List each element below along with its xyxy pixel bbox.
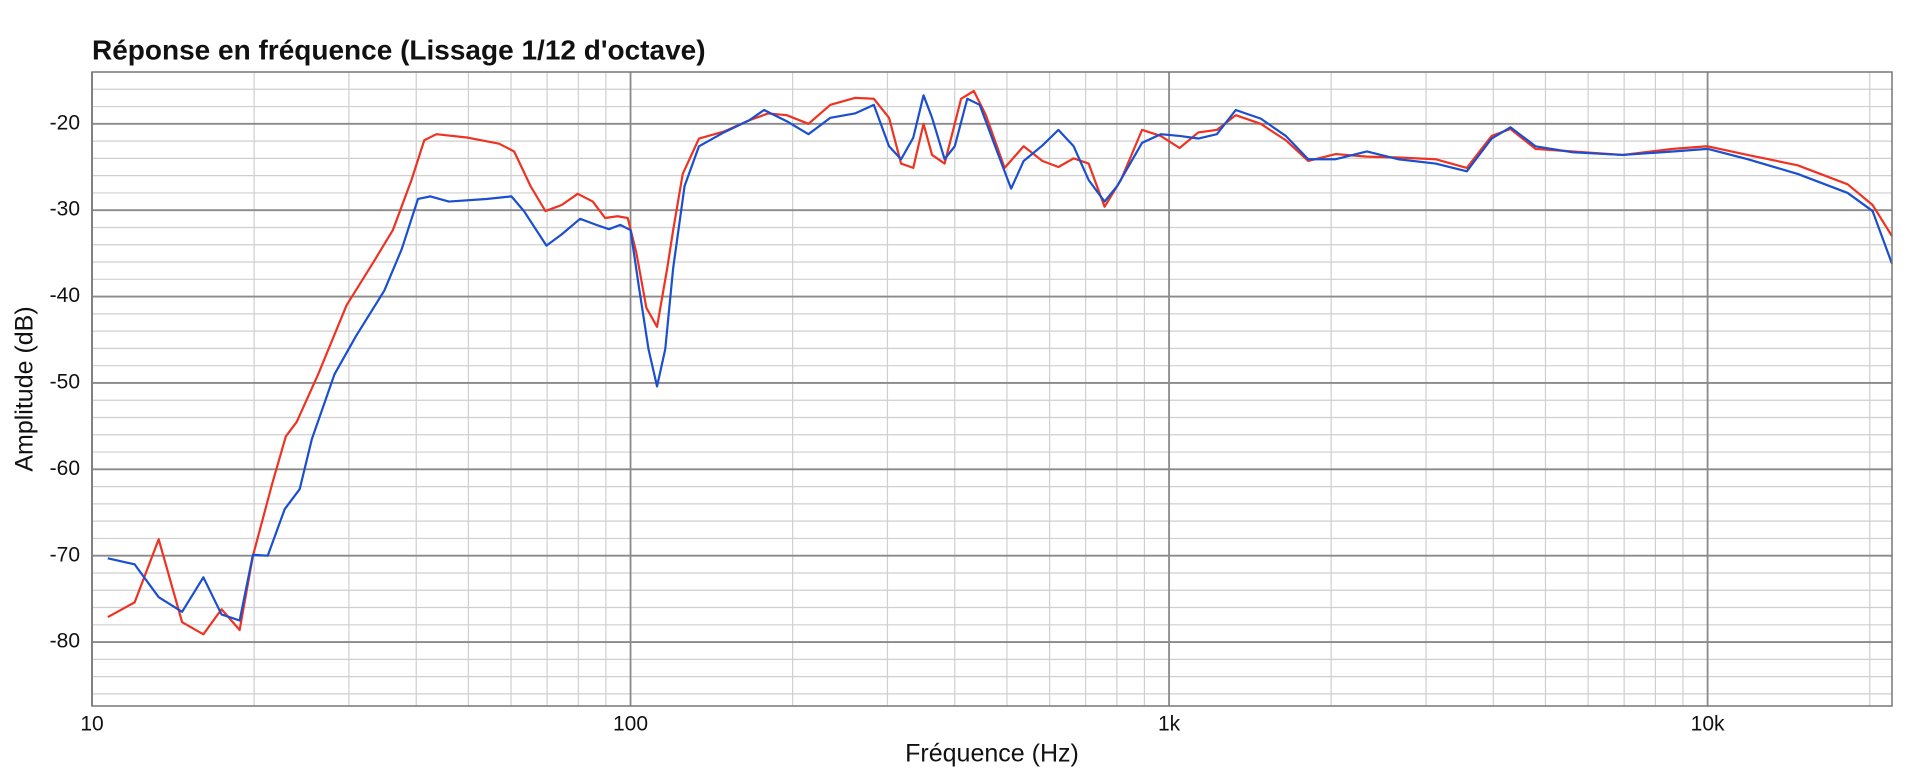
- y-tick-label: -20: [50, 111, 80, 134]
- y-tick-label: -30: [50, 198, 80, 221]
- plot-area: [92, 72, 1892, 706]
- y-axis-title: Amplitude (dB): [11, 306, 39, 471]
- y-tick-label: -70: [50, 543, 80, 566]
- x-axis-title: Fréquence (Hz): [905, 740, 1079, 768]
- series-line: [107, 94, 1894, 622]
- plot-frame: [91, 71, 1893, 707]
- x-tick-label: 1k: [1158, 713, 1181, 736]
- x-tick-label: 100: [613, 713, 648, 736]
- x-tick-label: 10k: [1691, 713, 1725, 736]
- y-tick-label: -80: [50, 630, 80, 653]
- y-tick-label: -50: [50, 371, 80, 394]
- y-tick-label: -40: [50, 284, 80, 307]
- x-tick-label: 10: [80, 713, 103, 736]
- chart-title: Réponse en fréquence (Lissage 1/12 d'oct…: [92, 34, 706, 65]
- y-tick-label: -60: [50, 457, 80, 480]
- series-group: [107, 89, 1894, 636]
